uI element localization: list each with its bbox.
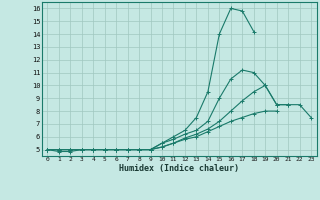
X-axis label: Humidex (Indice chaleur): Humidex (Indice chaleur) — [119, 164, 239, 173]
